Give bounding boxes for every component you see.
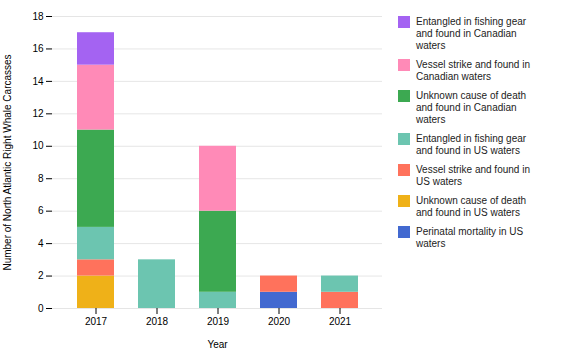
svg-text:4: 4 xyxy=(38,238,44,249)
svg-text:2018: 2018 xyxy=(146,316,169,327)
html-text:Entangled in fishing gear and: Entangled in fishing gear and found in U… xyxy=(416,133,527,156)
html-text:Entangled in fishing gear and: Entangled in fishing gear and found in C… xyxy=(416,16,527,51)
html-text:Unknown cause of death and fou: Unknown cause of death and found in Cana… xyxy=(416,90,527,125)
svg-text:12: 12 xyxy=(32,108,44,119)
svg-text:10: 10 xyxy=(32,140,44,151)
html-text:Unknown cause of death and fou: Unknown cause of death and found in US w… xyxy=(416,195,527,218)
svg-text:2021: 2021 xyxy=(329,316,352,327)
svg-text:2017: 2017 xyxy=(85,316,108,327)
svg-text:16: 16 xyxy=(32,43,44,54)
html-text:Perinatal mortality in US wate: Perinatal mortality in US waters xyxy=(416,226,524,249)
svg-text:2: 2 xyxy=(38,270,44,281)
svg-text:18: 18 xyxy=(32,11,44,22)
svg-text:0: 0 xyxy=(38,303,44,314)
svg-text:2019: 2019 xyxy=(207,316,230,327)
svg-text:14: 14 xyxy=(32,76,44,87)
svg-text:Number of North Atlantic Right: Number of North Atlantic Right Whale Car… xyxy=(2,54,13,270)
svg-text:6: 6 xyxy=(38,205,44,216)
svg-text:8: 8 xyxy=(38,173,44,184)
html-text:Vessel strike and found in Can: Vessel strike and found in Canadian wate… xyxy=(416,59,530,82)
html-text:Vessel strike and found in US: Vessel strike and found in US waters xyxy=(416,164,530,187)
svg-text:2020: 2020 xyxy=(268,316,291,327)
svg-text:Year: Year xyxy=(207,339,228,350)
